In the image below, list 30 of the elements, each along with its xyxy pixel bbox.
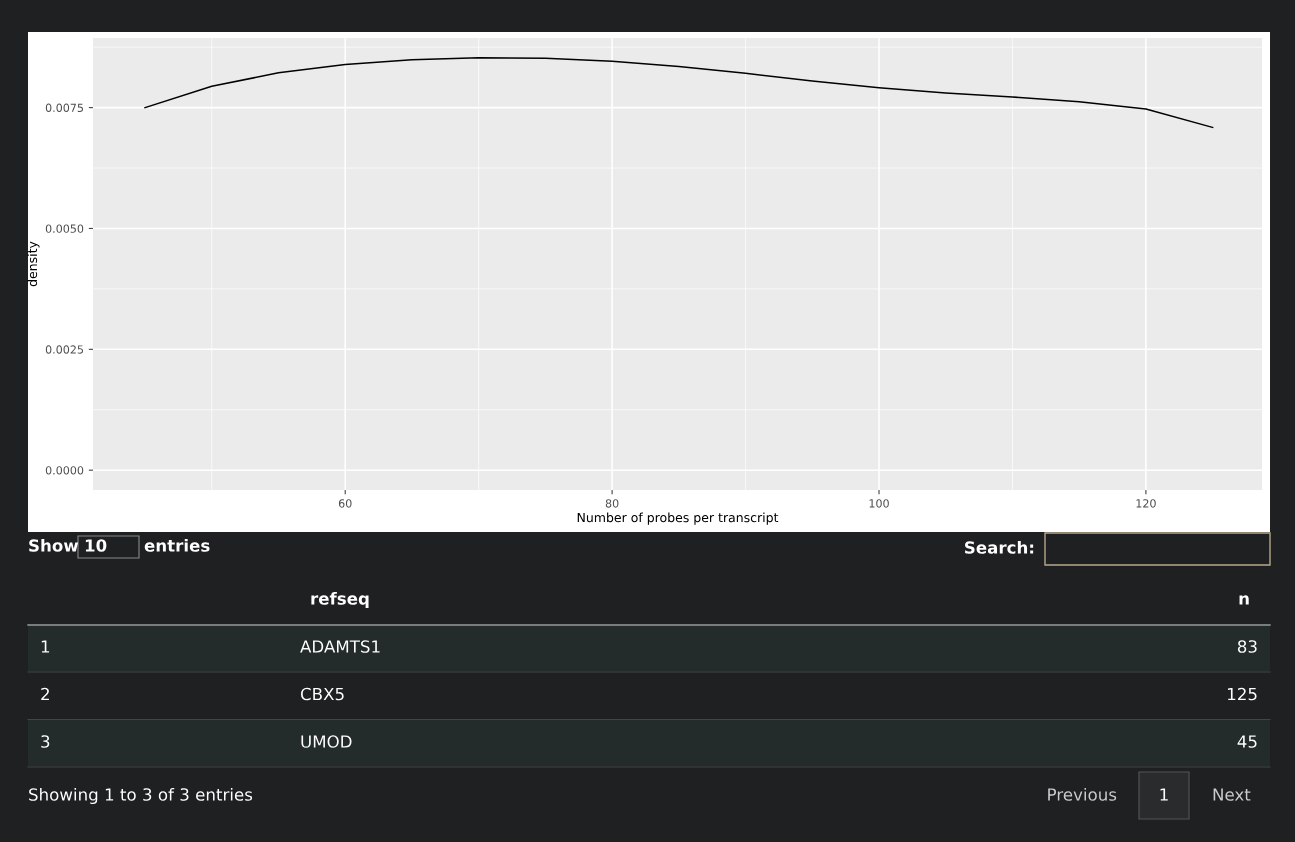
y-tick-label: 0.0075 bbox=[45, 103, 83, 112]
text: entries bbox=[144, 538, 210, 552]
text: Previous bbox=[1048, 787, 1117, 801]
text: UMOD bbox=[301, 735, 352, 748]
text: 125 bbox=[1228, 687, 1257, 701]
text: 45 bbox=[1237, 735, 1257, 748]
text: 83 bbox=[1237, 640, 1257, 653]
text: Next bbox=[1213, 788, 1251, 801]
text: Show bbox=[29, 538, 79, 552]
y-axis-title: density bbox=[27, 241, 40, 287]
line-series bbox=[144, 57, 1214, 129]
x-axis-title: Number of probes per transcript bbox=[577, 512, 779, 525]
text: 1 bbox=[41, 640, 50, 653]
x-tick-label: 60 bbox=[338, 499, 352, 508]
x-tick-label: 80 bbox=[605, 499, 619, 508]
text: refseq bbox=[311, 591, 369, 609]
text: 3 bbox=[41, 735, 50, 748]
text: Search: bbox=[965, 540, 1034, 554]
x-tick-label: 120 bbox=[1136, 499, 1156, 508]
text: 1 bbox=[1160, 788, 1168, 801]
text: n bbox=[1239, 595, 1249, 605]
text: ADAMTS1 bbox=[300, 640, 380, 653]
y-tick-label: 0.0050 bbox=[45, 224, 84, 233]
text: Showing 1 to 3 of 3 entries bbox=[29, 787, 253, 805]
y-tick-label: 0.0000 bbox=[45, 466, 84, 475]
y-tick-label: 0.0025 bbox=[45, 345, 83, 354]
text: 10 bbox=[85, 539, 107, 552]
x-tick-label: 100 bbox=[869, 499, 889, 508]
text: CBX5 bbox=[300, 687, 344, 701]
text: 2 bbox=[41, 687, 49, 701]
